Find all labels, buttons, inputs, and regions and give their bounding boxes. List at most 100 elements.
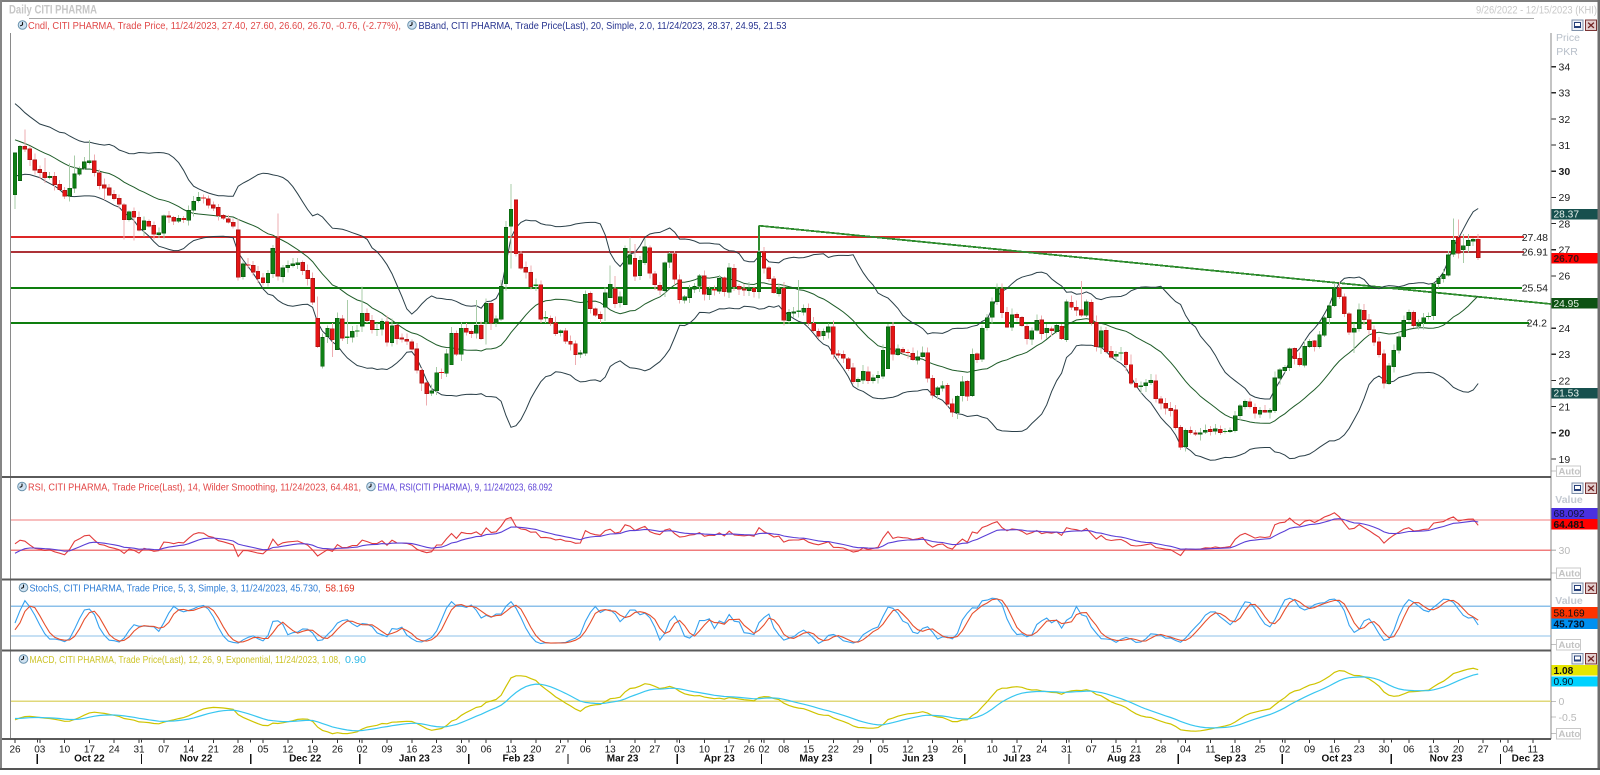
- svg-text:26: 26: [9, 745, 21, 756]
- svg-text:23: 23: [431, 745, 443, 756]
- svg-text:64.481: 64.481: [1554, 520, 1585, 531]
- svg-text:30: 30: [1559, 545, 1571, 557]
- svg-text:24: 24: [109, 745, 121, 756]
- svg-text:Feb 23: Feb 23: [503, 754, 535, 765]
- svg-text:0.90: 0.90: [1554, 677, 1574, 688]
- svg-text:27: 27: [1478, 745, 1490, 756]
- svg-text:26.70: 26.70: [1554, 254, 1580, 265]
- svg-text:20: 20: [1559, 428, 1571, 440]
- svg-text:34: 34: [1559, 62, 1571, 74]
- svg-text:Jun 23: Jun 23: [902, 754, 934, 765]
- svg-text:09: 09: [381, 745, 393, 756]
- svg-text:Dec 22: Dec 22: [289, 754, 322, 765]
- svg-text:Dec 23: Dec 23: [1512, 754, 1545, 765]
- svg-text:Nov 23: Nov 23: [1430, 754, 1463, 765]
- svg-text:10: 10: [987, 745, 999, 756]
- svg-text:07: 07: [1086, 745, 1098, 756]
- svg-text:32: 32: [1559, 114, 1571, 126]
- svg-text:58.169: 58.169: [326, 582, 355, 594]
- svg-text:EMA, RSI(CITI PHARMA), 9, 11: EMA, RSI(CITI PHARMA), 9, 11/24/2023, 68…: [378, 481, 553, 493]
- svg-text:Aug 23: Aug 23: [1107, 754, 1141, 765]
- svg-text:MACD, CITI PHARMA, Trade Price: MACD, CITI PHARMA, Trade Price(Last), 12…: [30, 654, 341, 666]
- svg-text:-0.5: -0.5: [1559, 712, 1577, 724]
- svg-text:StochS, CITI PHARMA, Trade Pri: StochS, CITI PHARMA, Trade Price, 5, 3, …: [30, 582, 321, 594]
- svg-text:06: 06: [580, 745, 592, 756]
- svg-text:Auto: Auto: [1559, 729, 1581, 740]
- svg-text:27: 27: [555, 745, 567, 756]
- svg-text:BBand, CITI PHARMA, Trade Pric: BBand, CITI PHARMA, Trade Price(Last), 2…: [419, 20, 787, 32]
- svg-text:28: 28: [233, 745, 245, 756]
- svg-text:30: 30: [456, 745, 468, 756]
- svg-text:33: 33: [1559, 88, 1571, 100]
- svg-text:05: 05: [257, 745, 269, 756]
- svg-text:Price: Price: [1556, 32, 1580, 44]
- svg-text:Value: Value: [1555, 494, 1583, 506]
- svg-text:30: 30: [1559, 166, 1571, 178]
- svg-text:28: 28: [1155, 745, 1167, 756]
- svg-text:21: 21: [1559, 401, 1571, 413]
- svg-text:31: 31: [133, 745, 145, 756]
- svg-text:May 23: May 23: [799, 754, 833, 765]
- svg-text:0: 0: [1559, 696, 1565, 708]
- svg-text:9/26/2022 - 12/15/2023 (KHI): 9/26/2022 - 12/15/2023 (KHI): [1476, 5, 1597, 17]
- svg-text:Jul 23: Jul 23: [1003, 754, 1032, 765]
- svg-text:58.169: 58.169: [1554, 609, 1585, 620]
- svg-text:02: 02: [758, 745, 770, 756]
- svg-text:03: 03: [34, 745, 46, 756]
- svg-text:68.092: 68.092: [1554, 509, 1585, 520]
- svg-text:07: 07: [158, 745, 170, 756]
- svg-text:05: 05: [877, 745, 889, 756]
- svg-text:30: 30: [1378, 745, 1390, 756]
- svg-text:28.37: 28.37: [1554, 210, 1580, 221]
- svg-text:29: 29: [1559, 192, 1571, 204]
- svg-text:09: 09: [1304, 745, 1316, 756]
- svg-text:Cndl, CITI PHARMA, Trade Price: Cndl, CITI PHARMA, Trade Price, 11/24/20…: [28, 20, 401, 32]
- svg-text:26: 26: [332, 745, 344, 756]
- svg-text:27.48: 27.48: [1522, 232, 1548, 244]
- svg-text:24: 24: [1036, 745, 1048, 756]
- svg-text:Mar 23: Mar 23: [607, 754, 639, 765]
- svg-text:02: 02: [1279, 745, 1291, 756]
- svg-text:Daily CITI PHARMA: Daily CITI PHARMA: [9, 5, 97, 17]
- svg-text:45.730: 45.730: [1554, 619, 1585, 630]
- svg-text:04: 04: [1180, 745, 1192, 756]
- svg-text:24.2: 24.2: [1527, 318, 1548, 330]
- svg-text:26.91: 26.91: [1522, 247, 1548, 259]
- svg-text:Auto: Auto: [1559, 640, 1581, 651]
- svg-text:Value: Value: [1555, 595, 1583, 607]
- svg-text:Nov 22: Nov 22: [180, 754, 213, 765]
- svg-text:24: 24: [1559, 323, 1571, 335]
- svg-text:26: 26: [1559, 271, 1571, 283]
- svg-text:Oct 23: Oct 23: [1322, 754, 1353, 765]
- svg-text:1.08: 1.08: [1554, 666, 1574, 677]
- svg-text:23: 23: [1354, 745, 1366, 756]
- svg-text:31: 31: [1061, 745, 1073, 756]
- svg-text:Sep 23: Sep 23: [1214, 754, 1247, 765]
- svg-text:25: 25: [1254, 745, 1266, 756]
- svg-text:24.95: 24.95: [1554, 299, 1580, 310]
- svg-text:22: 22: [1559, 375, 1571, 387]
- svg-text:Apr 23: Apr 23: [704, 754, 736, 765]
- svg-text:RSI, CITI PHARMA, Trade Price(: RSI, CITI PHARMA, Trade Price(Last), 14,…: [28, 481, 361, 493]
- svg-text:29: 29: [853, 745, 865, 756]
- svg-text:26: 26: [952, 745, 964, 756]
- svg-text:23: 23: [1559, 349, 1571, 361]
- svg-text:0.90: 0.90: [345, 654, 366, 666]
- svg-text:Jan 23: Jan 23: [399, 754, 431, 765]
- svg-text:03: 03: [674, 745, 686, 756]
- svg-text:06: 06: [481, 745, 493, 756]
- svg-text:02: 02: [357, 745, 369, 756]
- svg-text:31: 31: [1559, 140, 1571, 152]
- svg-text:08: 08: [778, 745, 790, 756]
- svg-text:PKR: PKR: [1556, 46, 1578, 58]
- svg-text:06: 06: [1403, 745, 1415, 756]
- svg-text:26: 26: [744, 745, 756, 756]
- svg-text:Auto: Auto: [1559, 569, 1581, 580]
- svg-text:10: 10: [59, 745, 71, 756]
- svg-text:Oct 22: Oct 22: [74, 754, 105, 765]
- svg-text:27: 27: [649, 745, 661, 756]
- svg-text:Auto: Auto: [1559, 467, 1581, 478]
- svg-text:25.54: 25.54: [1522, 283, 1548, 295]
- svg-text:21.53: 21.53: [1554, 389, 1580, 400]
- svg-text:19: 19: [1559, 454, 1571, 466]
